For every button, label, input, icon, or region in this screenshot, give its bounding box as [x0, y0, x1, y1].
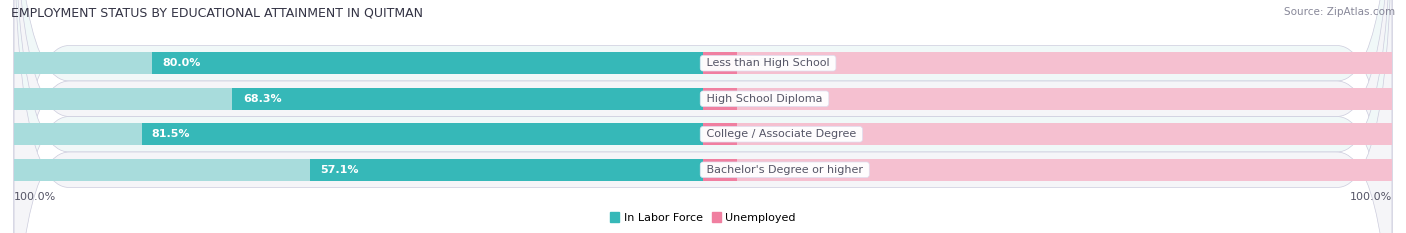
Text: EMPLOYMENT STATUS BY EDUCATIONAL ATTAINMENT IN QUITMAN: EMPLOYMENT STATUS BY EDUCATIONAL ATTAINM…: [11, 7, 423, 20]
FancyBboxPatch shape: [14, 0, 1392, 233]
Bar: [152, 52, 703, 74]
Bar: [703, 52, 738, 74]
Text: 0.0%: 0.0%: [748, 129, 776, 139]
FancyBboxPatch shape: [14, 0, 1392, 233]
FancyBboxPatch shape: [14, 0, 1392, 233]
Text: Source: ZipAtlas.com: Source: ZipAtlas.com: [1284, 7, 1395, 17]
Text: College / Associate Degree: College / Associate Degree: [703, 129, 859, 139]
Bar: [14, 52, 703, 74]
Bar: [14, 88, 703, 110]
Bar: [309, 159, 703, 181]
Text: Bachelor's Degree or higher: Bachelor's Degree or higher: [703, 165, 866, 175]
Text: 57.1%: 57.1%: [321, 165, 359, 175]
Text: 80.0%: 80.0%: [162, 58, 201, 68]
Text: 100.0%: 100.0%: [14, 192, 56, 202]
FancyBboxPatch shape: [14, 0, 1392, 233]
Bar: [232, 88, 703, 110]
Bar: [142, 123, 703, 145]
Text: High School Diploma: High School Diploma: [703, 94, 825, 104]
Text: 0.0%: 0.0%: [748, 58, 776, 68]
Bar: [703, 123, 738, 145]
Bar: [703, 52, 1392, 74]
Bar: [703, 88, 1392, 110]
Bar: [703, 123, 1392, 145]
Legend: In Labor Force, Unemployed: In Labor Force, Unemployed: [606, 208, 800, 227]
Text: 0.0%: 0.0%: [748, 94, 776, 104]
Bar: [703, 159, 1392, 181]
Text: 0.0%: 0.0%: [748, 165, 776, 175]
Text: 81.5%: 81.5%: [152, 129, 190, 139]
Text: 68.3%: 68.3%: [243, 94, 281, 104]
Text: 100.0%: 100.0%: [1350, 192, 1392, 202]
Bar: [14, 123, 703, 145]
Bar: [14, 159, 703, 181]
Text: Less than High School: Less than High School: [703, 58, 834, 68]
Bar: [703, 159, 738, 181]
Bar: [703, 88, 738, 110]
